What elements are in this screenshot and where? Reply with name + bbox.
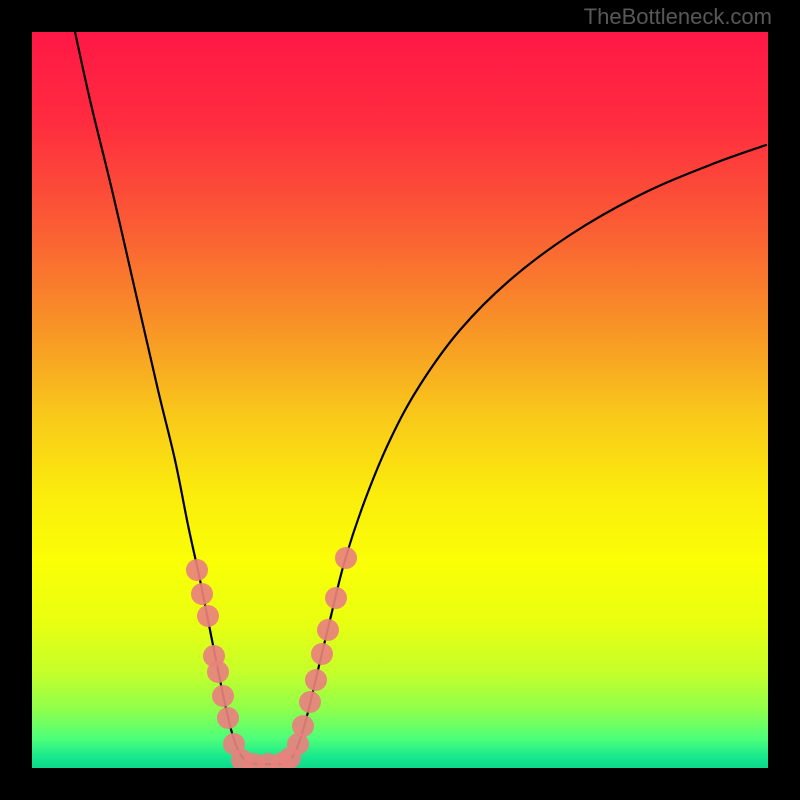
data-marker	[186, 559, 208, 581]
data-marker	[212, 685, 234, 707]
bottleneck-curve	[72, 18, 766, 764]
data-marker	[207, 661, 229, 683]
data-marker	[305, 669, 327, 691]
data-markers	[186, 547, 357, 775]
chart-container: TheBottleneck.com	[0, 0, 800, 800]
data-marker	[325, 587, 347, 609]
data-marker	[197, 605, 219, 627]
watermark-text: TheBottleneck.com	[584, 4, 772, 30]
data-marker	[299, 691, 321, 713]
curve-layer	[0, 0, 800, 800]
data-marker	[317, 619, 339, 641]
data-marker	[311, 643, 333, 665]
data-marker	[191, 583, 213, 605]
data-marker	[292, 715, 314, 737]
data-marker	[217, 707, 239, 729]
data-marker	[335, 547, 357, 569]
